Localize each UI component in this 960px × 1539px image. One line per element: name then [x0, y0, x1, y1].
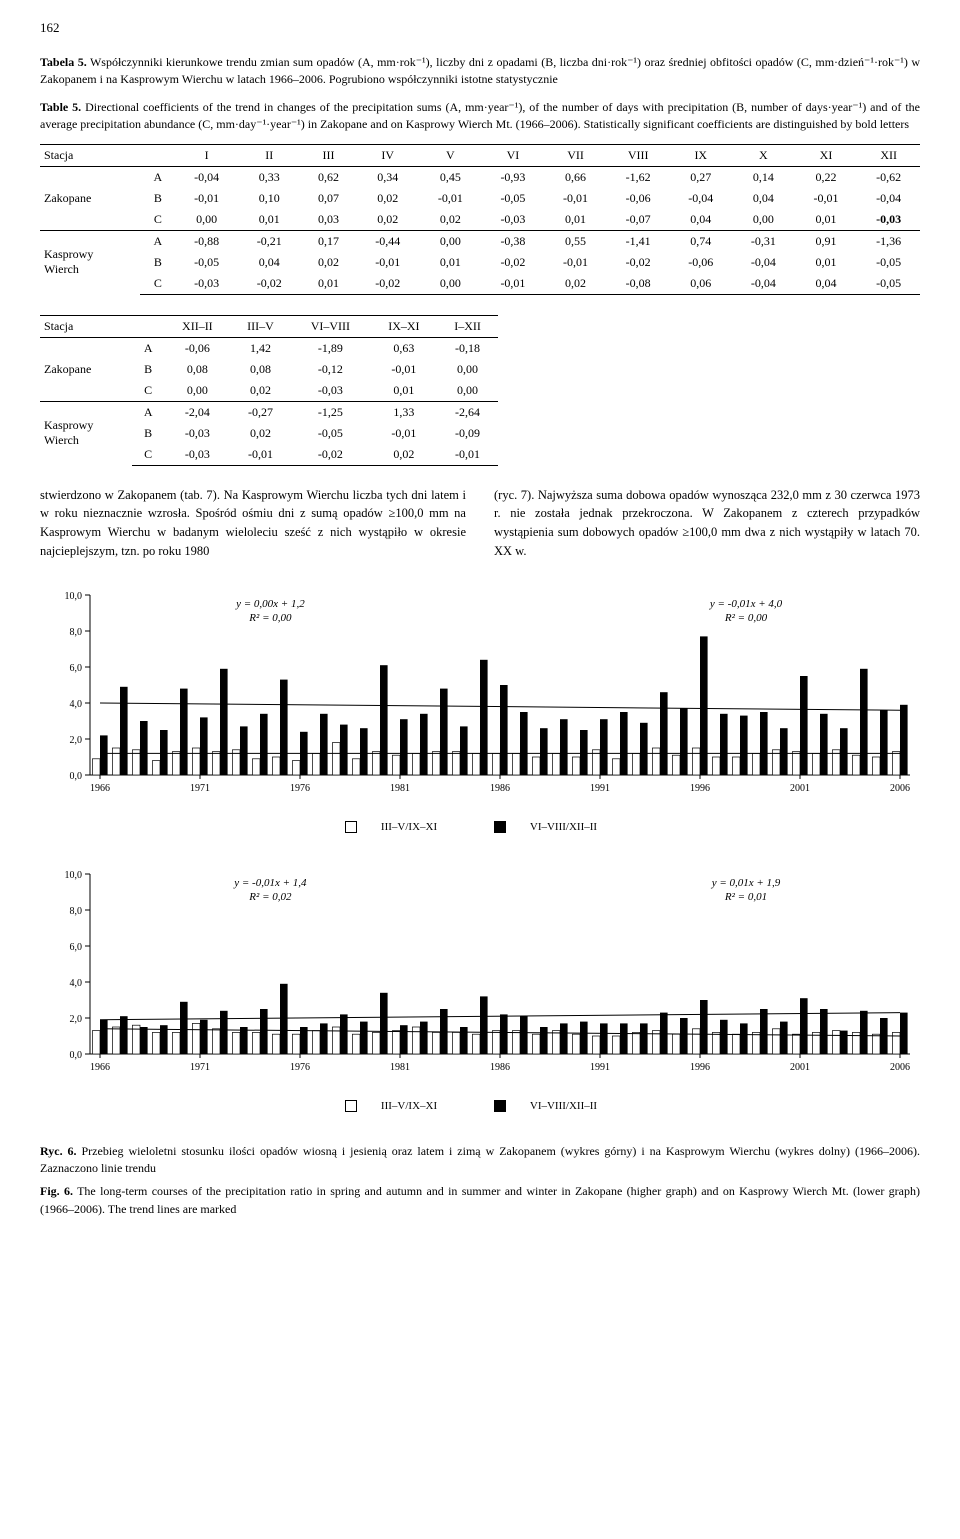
fig6-text-en: The long-term courses of the precipitati…: [40, 1184, 920, 1215]
svg-text:4,0: 4,0: [70, 699, 83, 710]
chart-bottom: 0,0 2,0 4,0 6,0 8,0 10,0 1966 1971 1976 1981 1986 1…: [40, 864, 920, 1084]
svg-text:R² = 0,02: R² = 0,02: [248, 891, 292, 903]
svg-text:0,0: 0,0: [70, 771, 83, 782]
svg-text:6,0: 6,0: [70, 663, 83, 674]
svg-text:1986: 1986: [490, 1062, 510, 1073]
svg-text:1981: 1981: [390, 783, 410, 794]
svg-text:4,0: 4,0: [70, 978, 83, 989]
svg-text:2,0: 2,0: [70, 735, 83, 746]
para-right: (ryc. 7). Najwyższa suma dobowa opadów w…: [494, 486, 920, 561]
table5-caption-pl: Tabela 5. Współczynniki kierunkowe trend…: [40, 54, 920, 89]
svg-text:y = 0,00x + 1,2: y = 0,00x + 1,2: [235, 598, 305, 610]
svg-text:R² = 0,00: R² = 0,00: [724, 612, 768, 624]
fig6-caption-en: Fig. 6. The long-term courses of the pre…: [40, 1183, 920, 1218]
svg-text:1991: 1991: [590, 1062, 610, 1073]
svg-text:1986: 1986: [490, 783, 510, 794]
legend-black-top: VI–VIII/XII–II: [530, 821, 597, 833]
legend-white-bottom: III–V/IX–XI: [381, 1100, 437, 1112]
table5-main-head: StacjaIIIIIIIVVVIVIIVIIIIXXXIXII: [40, 144, 920, 166]
table5-seasons: StacjaXII–IIIII–VVI–VIIIIX–XII–XII Zakop…: [40, 315, 498, 466]
svg-text:10,0: 10,0: [65, 591, 83, 602]
fig6-label-pl: Ryc. 6.: [40, 1144, 77, 1158]
svg-text:y = -0,01x + 4,0: y = -0,01x + 4,0: [709, 598, 783, 610]
table5-seasons-head: StacjaXII–IIIII–VVI–VIIIIX–XII–XII: [40, 315, 498, 337]
svg-text:8,0: 8,0: [70, 906, 83, 917]
legend-white-top: III–V/IX–XI: [381, 821, 437, 833]
legend-black-bottom: VI–VIII/XII–II: [530, 1100, 597, 1112]
table5-seasons-body: ZakopaneA-0,061,42-1,890,63-0,18B0,080,0…: [40, 337, 498, 465]
fig6-caption-pl: Ryc. 6. Przebieg wieloletni stosunku ilo…: [40, 1143, 920, 1178]
svg-text:1971: 1971: [190, 783, 210, 794]
svg-text:2006: 2006: [890, 1062, 910, 1073]
svg-text:1996: 1996: [690, 783, 710, 794]
fig6-text-pl: Przebieg wieloletni stosunku ilości opad…: [40, 1144, 920, 1175]
svg-text:1991: 1991: [590, 783, 610, 794]
svg-text:6,0: 6,0: [70, 942, 83, 953]
chart-top: 0,0 2,0 4,0 6,0 8,0 10,0 1966 1971 1976 1981 1986 1…: [40, 585, 920, 805]
body-columns: stwierdzono w Zakopanem (tab. 7). Na Kas…: [40, 486, 920, 561]
table5-label-pl: Tabela 5.: [40, 55, 87, 69]
svg-text:2006: 2006: [890, 783, 910, 794]
svg-text:2001: 2001: [790, 1062, 810, 1073]
svg-text:0,0: 0,0: [70, 1050, 83, 1061]
svg-text:2,0: 2,0: [70, 1014, 83, 1025]
page-number: 162: [40, 20, 920, 36]
para-left: stwierdzono w Zakopanem (tab. 7). Na Kas…: [40, 486, 466, 561]
table5-label-en: Table 5.: [40, 100, 81, 114]
svg-text:1971: 1971: [190, 1062, 210, 1073]
svg-text:R² = 0,01: R² = 0,01: [724, 891, 767, 903]
table5-caption-en: Table 5. Directional coefficients of the…: [40, 99, 920, 134]
svg-text:1966: 1966: [90, 1062, 110, 1073]
chart-top-wrap: 0,0 2,0 4,0 6,0 8,0 10,0 1966 1971 1976 1981 1986 1…: [40, 585, 920, 809]
svg-text:1976: 1976: [290, 1062, 310, 1073]
svg-text:1966: 1966: [90, 783, 110, 794]
svg-text:y = -0,01x + 1,4: y = -0,01x + 1,4: [233, 877, 307, 889]
fig6-label-en: Fig. 6.: [40, 1184, 73, 1198]
svg-text:1981: 1981: [390, 1062, 410, 1073]
svg-text:10,0: 10,0: [65, 870, 83, 881]
svg-text:1976: 1976: [290, 783, 310, 794]
svg-text:1996: 1996: [690, 1062, 710, 1073]
table5-main-body: ZakopaneA-0,040,330,620,340,45-0,930,66-…: [40, 166, 920, 294]
table5-text-pl: Współczynniki kierunkowe trendu zmian su…: [40, 55, 920, 86]
svg-text:y = 0,01x + 1,9: y = 0,01x + 1,9: [711, 877, 781, 889]
chart-bottom-wrap: 0,0 2,0 4,0 6,0 8,0 10,0 1966 1971 1976 1981 1986 1…: [40, 864, 920, 1088]
legend-top: III–V/IX–XI VI–VIII/XII–II: [40, 821, 920, 836]
table5-main: StacjaIIIIIIIVVVIVIIVIIIIXXXIXII Zakopan…: [40, 144, 920, 295]
table5-text-en: Directional coefficients of the trend in…: [40, 100, 920, 131]
legend-bottom: III–V/IX–XI VI–VIII/XII–II: [40, 1100, 920, 1115]
svg-text:R² = 0,00: R² = 0,00: [248, 612, 292, 624]
svg-text:2001: 2001: [790, 783, 810, 794]
svg-text:8,0: 8,0: [70, 627, 83, 638]
